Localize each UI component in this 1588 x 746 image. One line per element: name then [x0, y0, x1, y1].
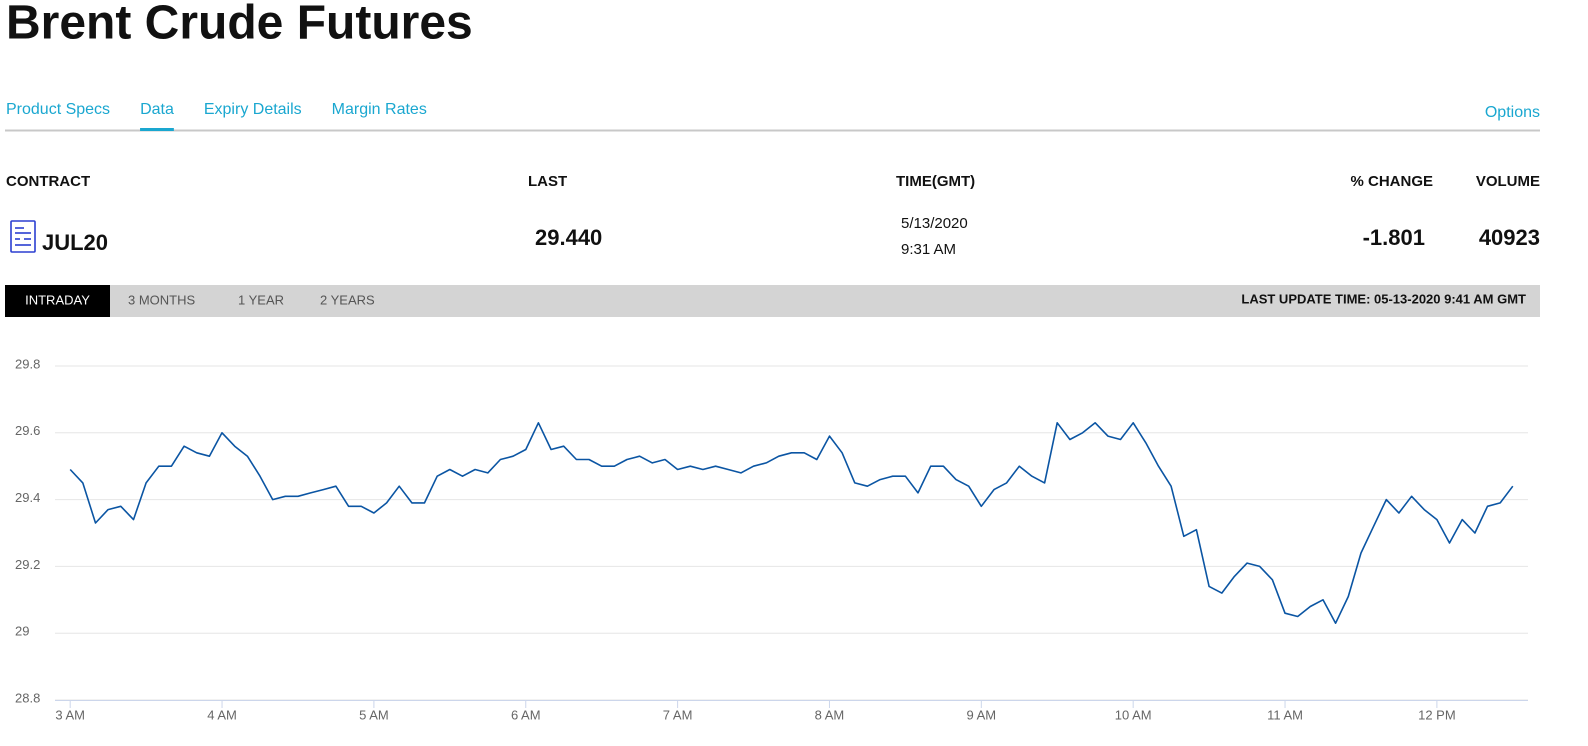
x-tick-label: 4 AM [207, 707, 237, 722]
y-tick-label: 29.2 [15, 557, 40, 572]
y-tick-label: 29 [15, 624, 29, 639]
contract-icon [10, 220, 36, 253]
trade-time: 9:31 AM [901, 241, 956, 258]
x-tick-label: 6 AM [511, 707, 541, 722]
range-button[interactable]: 2 YEARS [320, 292, 375, 307]
nav-tab-underline [140, 128, 174, 131]
x-tick-label: 10 AM [1115, 707, 1152, 722]
y-tick-label: 29.4 [15, 490, 40, 505]
nav-tab[interactable]: Product Specs [6, 101, 110, 118]
x-tick-label: 5 AM [359, 707, 389, 722]
nav-tab[interactable]: Expiry Details [204, 101, 302, 118]
page-title: Brent Crude Futures [6, 0, 473, 50]
column-header: VOLUME [1476, 173, 1540, 190]
options-link[interactable]: Options [1485, 104, 1540, 121]
y-tick-label: 28.8 [15, 690, 40, 705]
y-tick-label: 29.6 [15, 423, 40, 438]
y-tick-label: 29.8 [15, 356, 40, 371]
x-tick-label: 11 AM [1267, 707, 1303, 722]
column-header: LAST [528, 173, 567, 190]
x-tick-label: 3 AM [55, 707, 85, 722]
x-tick-label: 9 AM [967, 707, 997, 722]
column-header: % CHANGE [1350, 173, 1433, 190]
nav-tab[interactable]: Data [140, 101, 174, 118]
range-button[interactable]: 3 MONTHS [128, 292, 196, 307]
last-price: 29.440 [535, 225, 602, 250]
range-button[interactable]: 1 YEAR [238, 292, 284, 307]
range-bar [5, 285, 1540, 317]
nav-tab[interactable]: Margin Rates [332, 101, 427, 118]
trade-date: 5/13/2020 [901, 215, 968, 232]
contract-name[interactable]: JUL20 [42, 230, 108, 255]
column-header: TIME(GMT) [896, 173, 975, 190]
x-tick-label: 12 PM [1418, 707, 1456, 722]
price-line [69, 422, 1514, 624]
volume: 40923 [1479, 225, 1540, 250]
range-button[interactable]: INTRADAY [25, 292, 90, 307]
x-tick-label: 7 AM [663, 707, 693, 722]
last-update: LAST UPDATE TIME: 05-13-2020 9:41 AM GMT [1241, 291, 1526, 306]
range-active [5, 285, 110, 317]
x-tick-label: 8 AM [815, 707, 845, 722]
percent-change: -1.801 [1363, 225, 1425, 250]
column-header: CONTRACT [6, 173, 90, 190]
